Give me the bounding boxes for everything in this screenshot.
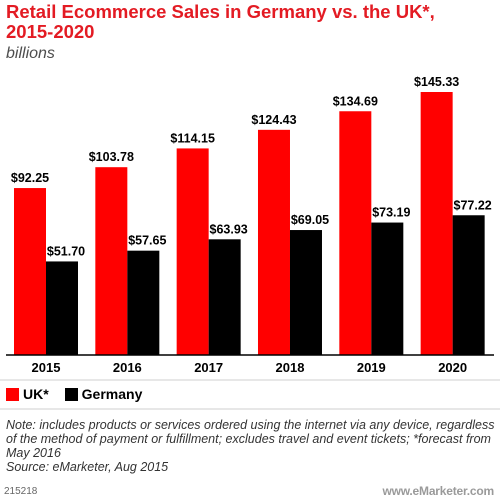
legend-label-uk: UK* [23, 386, 49, 402]
bar-germany-2016 [127, 250, 160, 355]
data-label-uk-2015: $92.25 [11, 171, 49, 185]
data-label-uk-2017: $114.15 [170, 131, 215, 145]
data-label-uk-2018: $124.43 [251, 113, 296, 127]
legend: UK* Germany [6, 385, 158, 403]
bar-uk-2020 [420, 92, 453, 355]
bar-germany-2017 [208, 239, 241, 355]
data-label-germany-2019: $73.19 [372, 206, 410, 220]
data-label-germany-2015: $51.70 [47, 244, 85, 258]
chart-subtitle: billions [6, 45, 55, 62]
legend-item-uk: UK* [6, 386, 49, 402]
chart-title: Retail Ecommerce Sales in Germany vs. th… [6, 2, 494, 42]
legend-swatch-germany [64, 387, 78, 401]
chart-notes: Note: includes products or services orde… [6, 418, 498, 474]
data-label-uk-2016: $103.78 [89, 150, 134, 164]
bar-germany-2018 [289, 230, 322, 355]
x-tick-label-2016: 2016 [113, 360, 142, 375]
legend-swatch-uk [6, 387, 19, 401]
title-line-1: Retail Ecommerce Sales in Germany vs. th… [6, 1, 435, 22]
data-label-germany-2017: $63.93 [210, 222, 248, 236]
x-tick-label-2018: 2018 [276, 360, 305, 375]
data-label-germany-2018: $69.05 [291, 213, 329, 227]
title-line-2: 2015-2020 [6, 21, 95, 42]
x-tick-label-2020: 2020 [438, 360, 467, 375]
bar-germany-2015 [46, 261, 78, 355]
data-label-germany-2016: $57.65 [128, 234, 166, 248]
x-tick-label-2017: 2017 [194, 360, 223, 375]
bar-uk-2016 [95, 167, 128, 355]
legend-item-germany: Germany [64, 386, 143, 402]
x-tick-label-2015: 2015 [32, 360, 61, 375]
bar-uk-2019 [339, 111, 372, 355]
bar-germany-2019 [371, 222, 404, 355]
bar-uk-2017 [176, 148, 209, 355]
x-tick-label-2019: 2019 [357, 360, 386, 375]
bar-uk-2015 [14, 188, 46, 355]
legend-label-germany: Germany [81, 386, 143, 402]
data-label-uk-2019: $134.69 [333, 94, 378, 108]
chart-id: 215218 [4, 486, 38, 497]
bar-germany-2020 [452, 215, 485, 355]
data-label-uk-2020: $145.33 [414, 75, 459, 89]
brand-logo-text: www.eMarketer.com [382, 484, 494, 498]
data-label-germany-2020: $77.22 [454, 198, 492, 212]
source-text: Source: eMarketer, Aug 2015 [6, 460, 169, 474]
note-text: Note: includes products or services orde… [6, 418, 495, 460]
bar-uk-2018 [257, 129, 290, 355]
